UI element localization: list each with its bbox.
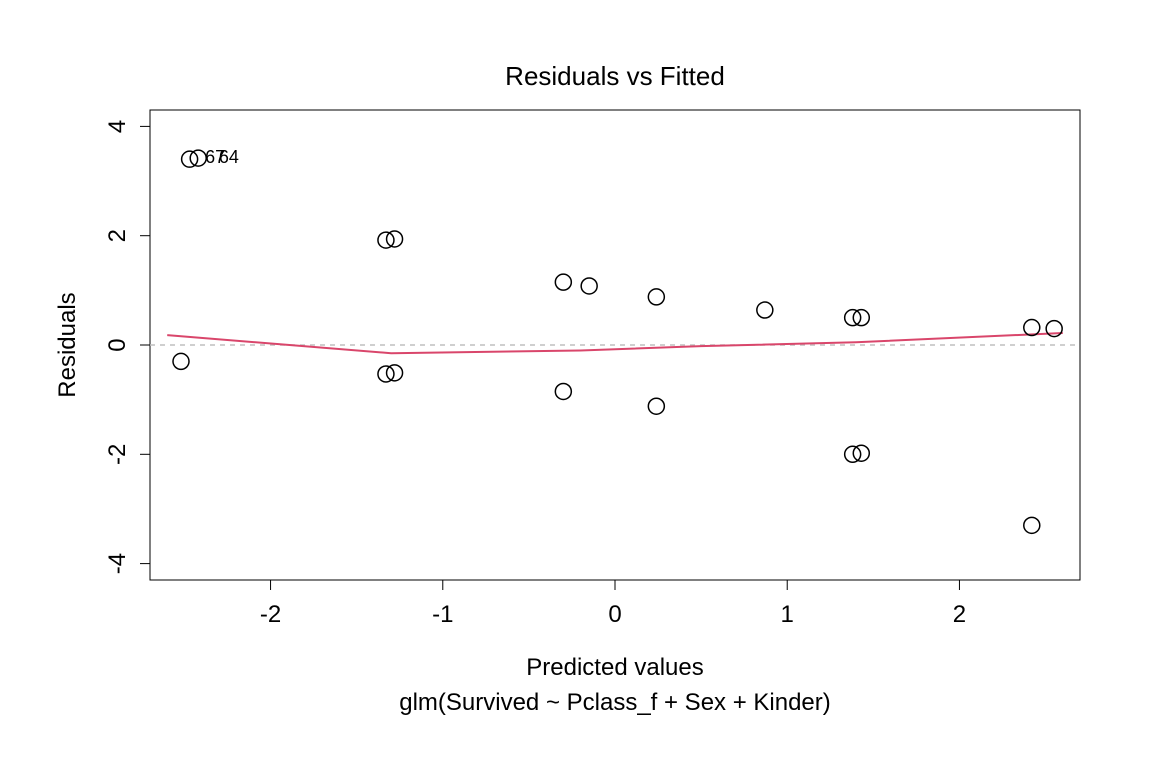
data-point [648,289,664,305]
chart-title: Residuals vs Fitted [505,61,725,91]
data-point [555,383,571,399]
data-point [173,353,189,369]
y-tick-label: 2 [104,229,131,242]
x-tick-label: 1 [781,601,794,628]
x-tick-label: -1 [432,601,453,628]
y-tick-label: 0 [104,338,131,351]
data-point [757,302,773,318]
x-tick-label: -2 [260,601,281,628]
residuals-plot: Residuals vs Fitted6764-2-1012-4-2024Pre… [0,0,1152,768]
y-tick-label: -2 [104,444,131,465]
data-point [581,278,597,294]
smooth-line [167,333,1063,353]
data-point [648,398,664,414]
x-axis-label: Predicted values [526,654,703,681]
data-point [555,274,571,290]
y-axis-label: Residuals [54,292,81,397]
data-point [1024,320,1040,336]
outlier-label: 64 [219,147,239,167]
x-tick-label: 0 [608,601,621,628]
data-point [1024,517,1040,533]
x-tick-label: 2 [953,601,966,628]
y-tick-label: -4 [104,553,131,574]
y-tick-label: 4 [104,120,131,133]
chart-svg: Residuals vs Fitted6764-2-1012-4-2024Pre… [0,0,1152,768]
chart-subtitle: glm(Survived ~ Pclass_f + Sex + Kinder) [399,689,831,716]
